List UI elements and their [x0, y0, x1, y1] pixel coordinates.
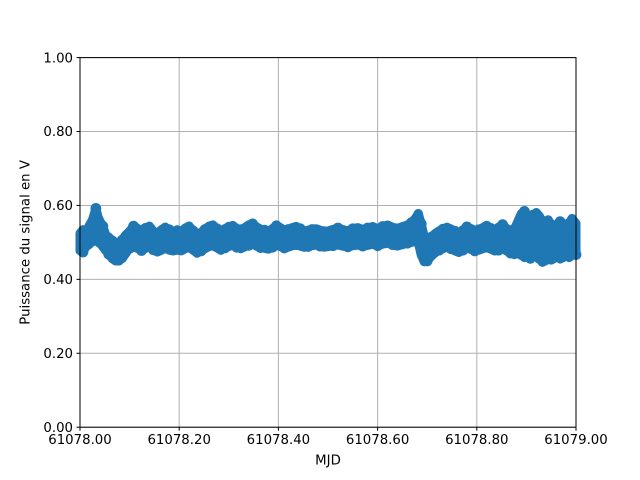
- y-tick-label: 0.60: [43, 199, 73, 214]
- scatter-dot: [412, 237, 424, 248]
- axis-ticks: [76, 57, 577, 431]
- scatter-dot: [90, 202, 102, 214]
- x-tick-label: 61078.00: [48, 433, 111, 448]
- x-tick-label: 61078.20: [147, 433, 210, 448]
- y-tick-label: 1.00: [43, 51, 73, 66]
- scatter-dot: [97, 220, 109, 232]
- x-tick-label: 61078.60: [346, 433, 409, 448]
- plot-border: [79, 57, 577, 428]
- x-tick-label: 61079.00: [544, 433, 607, 448]
- y-tick-label: 0.40: [43, 273, 73, 288]
- x-tick-label: 61078.40: [247, 433, 310, 448]
- y-axis-label: Puissance du signal en V: [19, 160, 34, 325]
- scatter-dot: [417, 251, 426, 259]
- axes-spines: [79, 57, 577, 428]
- scatter-dot: [509, 223, 520, 235]
- scatter-dot: [413, 208, 423, 219]
- tick-labels: 61078.00 61078.20 61078.40 61078.60 61078.80…: [43, 51, 607, 448]
- x-tick-label: 61078.80: [445, 433, 508, 448]
- x-axis-label: MJD: [315, 454, 341, 469]
- y-tick-label: 0.20: [43, 347, 73, 362]
- scatter-dot: [415, 218, 427, 230]
- y-tick-label: 0.00: [43, 421, 73, 436]
- scatter-series: [75, 202, 582, 267]
- y-tick-label: 0.80: [43, 125, 73, 140]
